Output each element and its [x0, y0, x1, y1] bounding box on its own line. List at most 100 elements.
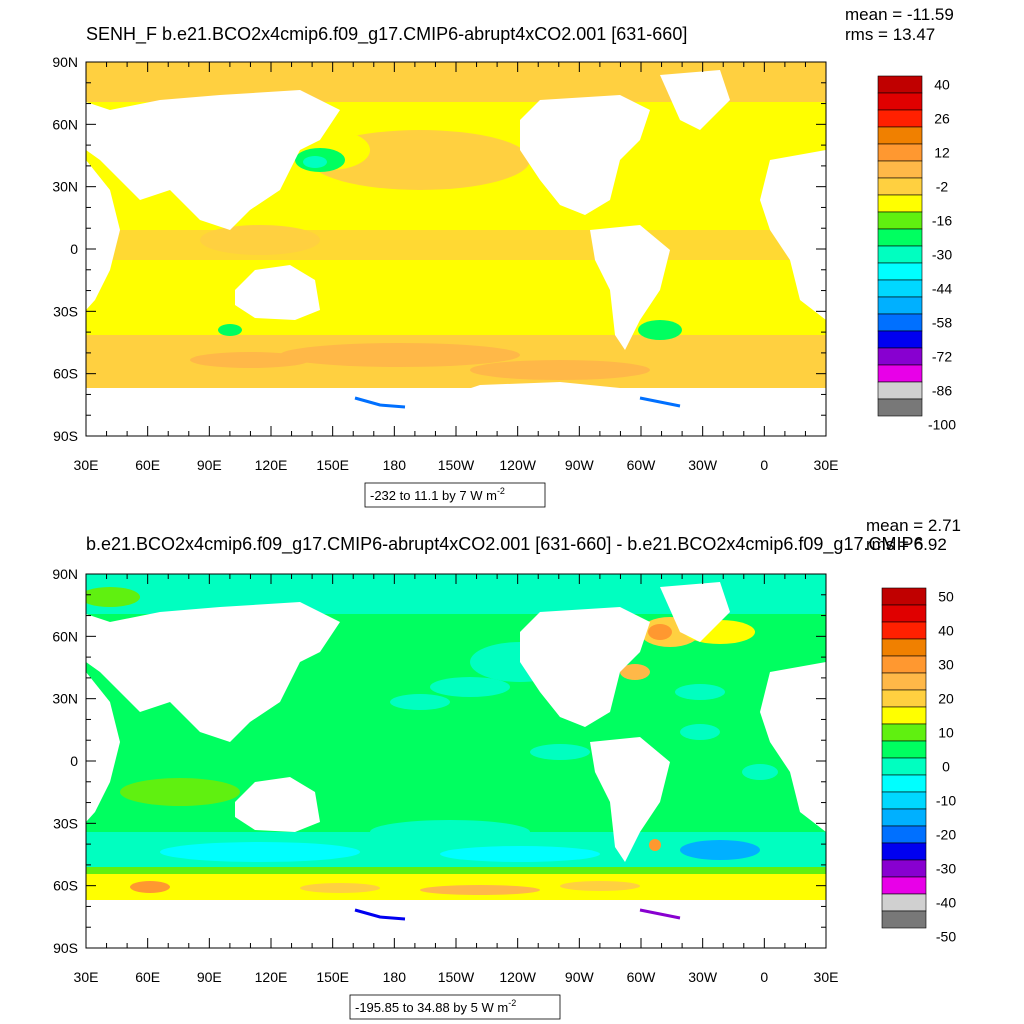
x-tick-label: 0 — [760, 969, 768, 985]
chart-title: b.e21.BCO2x4cmip6.f09_g17.CMIP6-abrupt4x… — [86, 534, 923, 555]
colorbar-swatch — [877, 177, 923, 196]
colorbar-label: 12 — [934, 145, 950, 161]
y-tick-label: 90S — [53, 940, 78, 956]
colorbar-label: -72 — [932, 349, 952, 365]
panel-difference: 30E 60E 90E 120E 150E 180 150W 120W 90W 60W 30W 0 30… — [0, 512, 1024, 1024]
colorbar-swatch — [881, 655, 927, 674]
axes: 30E 60E 90E 120E 150E 180 150W 120W 90W 60W 30W 0 30… — [52, 566, 838, 985]
colorbar-swatch — [881, 672, 927, 691]
mean-label: mean = -11.59 — [845, 5, 954, 24]
colorbar-swatch — [881, 638, 927, 657]
colorbar-swatch — [881, 757, 927, 776]
y-tick-label: 0 — [70, 241, 78, 257]
map-field — [86, 574, 826, 948]
x-tick-label: 60W — [627, 969, 657, 985]
colorbar-label: -44 — [932, 281, 952, 297]
x-tick-label: 180 — [383, 457, 407, 473]
x-tick-label: 120W — [499, 969, 536, 985]
x-tick-label: 90W — [565, 457, 595, 473]
colorbar-swatch — [877, 211, 923, 230]
colorbar-swatch — [877, 296, 923, 315]
colorbar-swatch — [877, 160, 923, 179]
colorbar-swatch — [881, 706, 927, 725]
range-box — [349, 994, 561, 1020]
y-tick-label: 90S — [53, 428, 78, 444]
chart-svg: 30E 60E 90E 120E 150E 180 150W 120W 90W 60W 30W 0 30… — [52, 516, 961, 1020]
x-tick-label: 120E — [255, 457, 288, 473]
rms-label: rms = 13.47 — [845, 25, 935, 44]
colorbar-swatch — [877, 364, 923, 383]
x-tick-label: 90W — [565, 969, 595, 985]
y-tick-label: 60S — [53, 878, 78, 894]
x-tick-label: 0 — [760, 457, 768, 473]
x-tick-label: 150W — [438, 457, 475, 473]
x-tick-label: 30E — [74, 969, 99, 985]
y-tick-label: 30N — [52, 691, 78, 707]
x-tick-label: 120E — [255, 969, 288, 985]
x-tick-label: 30W — [688, 969, 718, 985]
colorbar-swatch — [877, 245, 923, 264]
colorbar-swatch — [881, 621, 927, 640]
colorbar-swatch — [877, 347, 923, 366]
y-tick-label: 60N — [52, 116, 78, 132]
colorbar-swatch — [881, 740, 927, 759]
colorbar: 50 40 30 20 10 0 -10 -20 -30 -40 -50 — [881, 587, 956, 945]
colorbar-label: 40 — [934, 77, 950, 93]
colorbar-swatch — [881, 859, 927, 878]
land-mask — [86, 70, 826, 350]
colorbar-label: 10 — [938, 725, 954, 741]
colorbar-label: -50 — [936, 929, 956, 945]
colorbar-swatch — [881, 791, 927, 810]
x-tick-label: 90E — [197, 969, 222, 985]
rms-label: rms = 6.92 — [866, 535, 947, 554]
colorbar-label: -86 — [932, 383, 952, 399]
y-tick-label: 90N — [52, 566, 78, 582]
colorbar-swatch — [877, 143, 923, 162]
x-tick-label: 30E — [814, 969, 839, 985]
colorbar-label: 30 — [938, 657, 954, 673]
range-label: -232 to 11.1 by 7 W m-2 — [370, 486, 505, 503]
colorbar-label: 20 — [938, 691, 954, 707]
colorbar-swatch — [881, 774, 927, 793]
colorbar-label: -16 — [932, 213, 952, 229]
x-tick-label: 60E — [135, 969, 160, 985]
y-tick-label: 0 — [70, 753, 78, 769]
colorbar-label: -100 — [928, 417, 956, 433]
colorbar-swatch — [881, 808, 927, 827]
x-tick-label: 90E — [197, 457, 222, 473]
x-tick-label: 150E — [316, 457, 349, 473]
chart-svg: 30E 60E 90E 120E 150E 180 150W 120W 90W 60W 30W 0 30… — [52, 5, 956, 508]
colorbar-label: -58 — [932, 315, 952, 331]
map-field — [86, 62, 826, 436]
x-tick-label: 30E — [74, 457, 99, 473]
range-box — [364, 482, 546, 508]
y-tick-label: 60N — [52, 628, 78, 644]
colorbar-label: -30 — [932, 247, 952, 263]
x-tick-label: 60E — [135, 457, 160, 473]
colorbar-label: -40 — [936, 895, 956, 911]
colorbar-swatch — [881, 876, 927, 895]
x-tick-label: 180 — [383, 969, 407, 985]
colorbar-swatch — [881, 604, 927, 623]
colorbar-label: 0 — [942, 759, 950, 775]
colorbar-swatch — [881, 842, 927, 861]
x-tick-label: 150W — [438, 969, 475, 985]
x-tick-label: 60W — [627, 457, 657, 473]
colorbar-swatch — [881, 587, 927, 606]
colorbar-swatch — [877, 279, 923, 298]
colorbar-swatch — [877, 228, 923, 247]
colorbar-swatch — [877, 92, 923, 111]
colorbar-label: -10 — [936, 793, 956, 809]
colorbar-swatch — [877, 330, 923, 349]
chart-title: SENH_F b.e21.BCO2x4cmip6.f09_g17.CMIP6-a… — [86, 24, 687, 45]
colorbar-swatch — [877, 126, 923, 145]
y-tick-label: 30S — [53, 303, 78, 319]
panel-senh-f: 30E 60E 90E 120E 150E 180 150W 120W 90W 60W 30W 0 30… — [52, 5, 956, 508]
colorbar-swatch — [877, 398, 923, 417]
colorbar: 40 26 12 -2 -16 -30 -44 -58 -72 -86 -100 — [877, 75, 956, 433]
y-tick-label: 60S — [53, 366, 78, 382]
y-tick-label: 30N — [52, 179, 78, 195]
colorbar-swatch — [881, 825, 927, 844]
y-tick-label: 90N — [52, 54, 78, 70]
colorbar-swatch — [877, 381, 923, 400]
